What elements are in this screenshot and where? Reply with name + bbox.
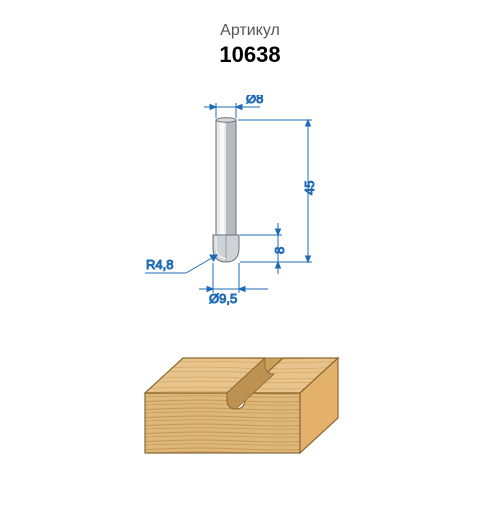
dim-shank-diameter-label: Ø8 [246,95,263,106]
article-number: 10638 [0,42,500,68]
dim-cutter-diameter-label: Ø9,5 [209,291,237,306]
wood-front-face [145,393,300,453]
dim-total-height-label: 45 [302,181,317,195]
dim-cutter-height-label: 8 [272,247,287,254]
header: Артикул 10638 [0,0,500,68]
router-bit-drawing: Ø8 45 8 Ø9,5 [145,95,317,306]
article-label: Артикул [0,22,500,40]
dimension-cutter-diameter: Ø9,5 [199,263,268,306]
dimension-shank-diameter: Ø8 [204,95,263,118]
technical-diagram: Ø8 45 8 Ø9,5 [0,95,500,500]
bit-cutter [213,235,239,262]
wood-profile-sample [145,358,338,453]
dim-radius-label: R4,8 [146,257,173,272]
dimension-cutter-height: 8 [240,223,287,274]
bit-shank [216,118,236,235]
dimension-radius: R4,8 [145,255,217,273]
